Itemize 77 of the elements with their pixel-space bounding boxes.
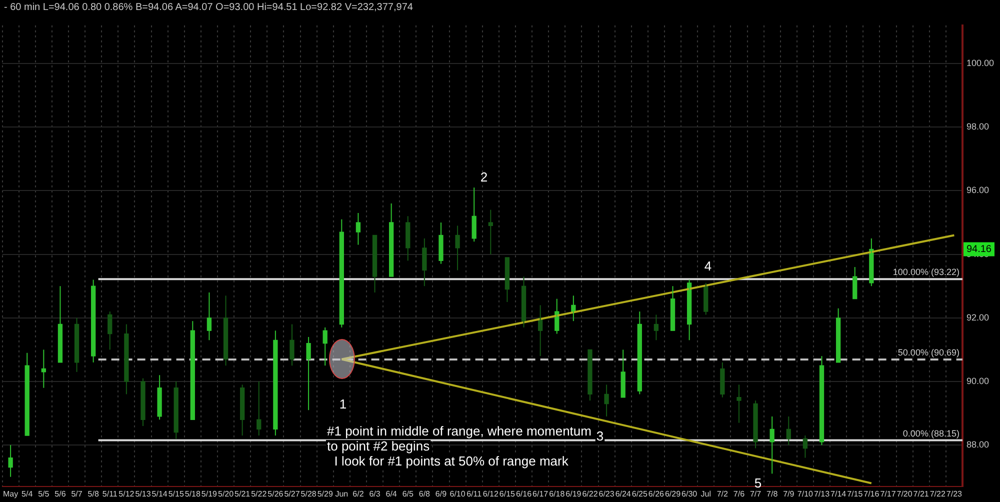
x-tick-label: 5/22 — [251, 489, 268, 498]
y-tick-label: 88.00 — [966, 440, 990, 450]
x-tick-label: 7/22 — [930, 489, 946, 498]
x-tick-label: 7/6 — [733, 489, 746, 498]
x-tick-label: 5/7 — [71, 489, 83, 498]
x-tick-label: 5/12 — [118, 489, 135, 498]
x-tick-label: 6/12 — [482, 489, 499, 498]
x-tick-label: 5/26 — [268, 489, 284, 498]
x-tick-label: 6/8 — [418, 489, 431, 498]
x-tick-label: 6/11 — [466, 489, 482, 498]
x-tick-label: 6/16 — [516, 489, 532, 498]
x-tick-label: 7/21 — [913, 489, 930, 498]
x-tick-label: 6/2 — [352, 489, 364, 498]
x-tick-label: 6/26 — [648, 489, 665, 498]
x-tick-label: 7/10 — [797, 489, 814, 498]
x-tick-label: 6/22 — [582, 489, 598, 498]
annotation: #1 point in middle of range, where momentum — [327, 424, 592, 439]
ref-line-label: 100.00% (93.22) — [892, 267, 960, 278]
annotation: to point #2 begins — [327, 438, 430, 454]
x-tick-label: 5/14 — [152, 489, 168, 498]
x-tick-label: 6/29 — [664, 489, 682, 498]
x-tick-label: Jun — [335, 489, 348, 498]
x-tick-label: 5/6 — [54, 489, 66, 498]
y-tick-label: 90.00 — [966, 376, 990, 386]
x-tick-label: 7/13 — [814, 489, 830, 498]
x-tick-label: 6/23 — [598, 489, 615, 498]
x-tick-label: 6/25 — [632, 489, 648, 498]
x-tick-label: 6/24 — [615, 489, 632, 498]
x-tick-label: 6/30 — [682, 489, 698, 498]
x-tick-label: 5/18 — [184, 489, 201, 498]
x-tick-label: 6/15 — [499, 489, 516, 498]
x-tick-label: 7/17 — [880, 489, 896, 498]
x-tick-label: 5/13 — [135, 489, 152, 498]
x-tick-label: 7/15 — [847, 489, 864, 498]
annotation: 3 — [596, 428, 604, 444]
x-tick-label: 7/23 — [946, 489, 963, 498]
x-tick-label: 5/15 — [168, 489, 184, 498]
x-tick-label: 7/8 — [766, 489, 778, 498]
x-tick-label: 5/20 — [218, 489, 234, 498]
y-tick-label: 100.00 — [966, 58, 994, 68]
x-tick-label: 5/29 — [317, 489, 334, 498]
x-tick-label: 5/28 — [300, 489, 317, 498]
x-tick-label: 5/8 — [88, 489, 100, 498]
annotation: 4 — [704, 258, 712, 274]
y-tick-label: 96.00 — [966, 185, 990, 196]
x-tick-label: 6/4 — [386, 489, 398, 498]
x-tick-label: 5/4 — [22, 489, 34, 498]
annotation: 1 — [339, 396, 347, 412]
x-tick-label: 5/5 — [38, 489, 50, 498]
x-tick-label: 5/19 — [201, 489, 218, 498]
ref-line-label: 50.00% (90.69) — [898, 348, 960, 358]
x-tick-label: Jul — [700, 489, 712, 498]
x-tick-label: 6/9 — [435, 489, 448, 498]
x-tick-label: 6/10 — [450, 489, 466, 498]
annotation: 94.16 — [966, 244, 992, 255]
ref-line-label: 0.00% (88.15) — [902, 428, 960, 438]
x-tick-label: 7/9 — [783, 489, 795, 498]
x-tick-label: May — [2, 489, 18, 498]
x-tick-label: 6/3 — [369, 489, 381, 498]
x-tick-label: 6/19 — [566, 489, 582, 498]
annotation: 5 — [754, 476, 762, 491]
x-tick-label: 7/7 — [750, 489, 762, 498]
y-tick-label: 98.00 — [966, 122, 990, 132]
x-tick-label: 5/21 — [234, 489, 251, 498]
x-tick-label: 6/18 — [549, 489, 566, 498]
x-tick-label: 6/17 — [532, 489, 549, 498]
x-tick-label: 6/5 — [402, 489, 414, 498]
x-tick-label: 7/20 — [896, 489, 913, 498]
annotation: 2 — [480, 170, 488, 185]
y-tick-label: 92.00 — [966, 312, 990, 322]
x-tick-label: 5/11 — [102, 489, 118, 498]
chart-title: - 60 min L=94.06 0.80 0.86% B=94.06 A=94.07 O=93.00 Hi=94.51 Lo=92.82 V=232,377,974 — [3, 1, 414, 15]
x-tick-label: 7/14 — [830, 489, 847, 498]
x-tick-label: 7/2 — [716, 489, 729, 498]
x-tick-label: 5/27 — [284, 489, 300, 498]
x-tick-label: 7/16 — [864, 489, 880, 498]
annotation: I look for #1 points at 50% of range mark — [327, 454, 569, 469]
